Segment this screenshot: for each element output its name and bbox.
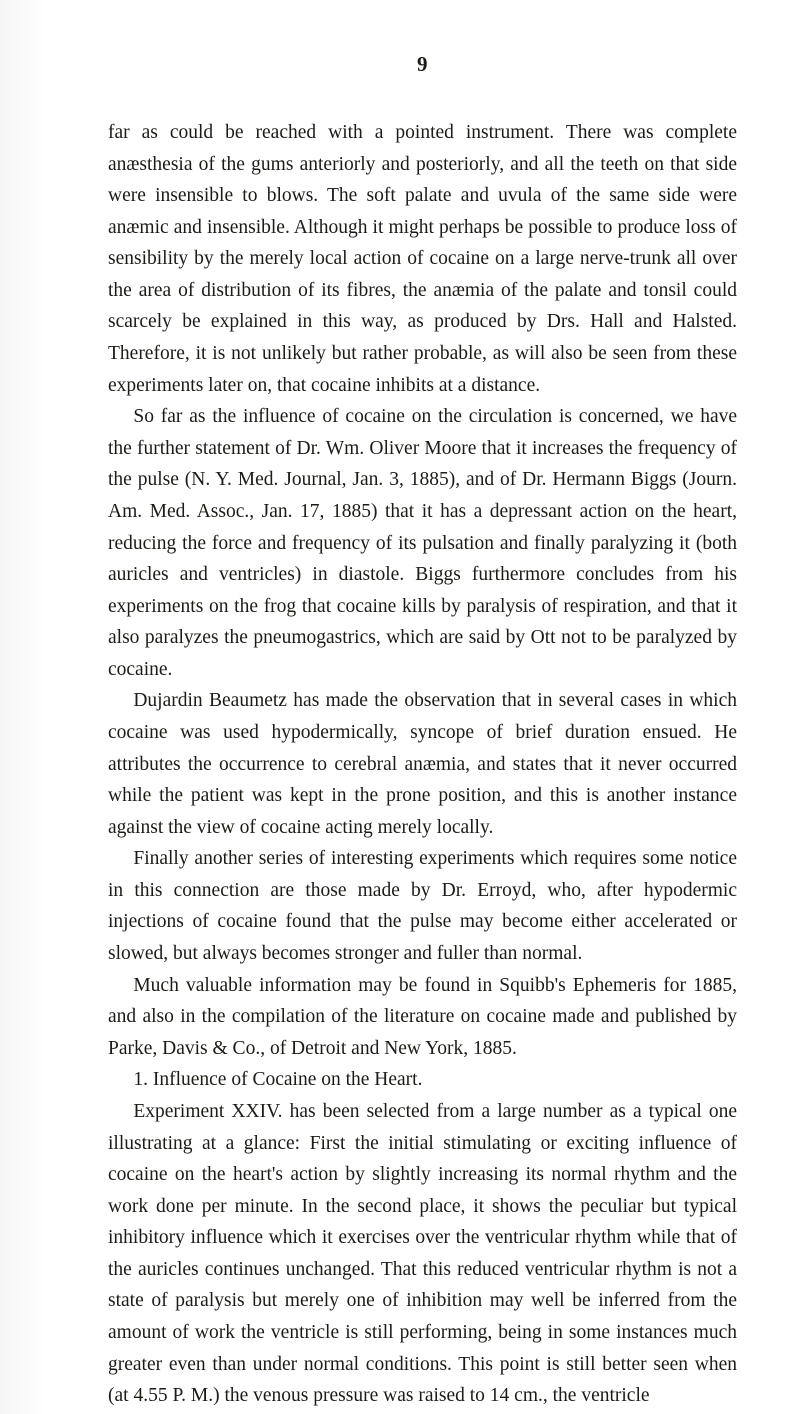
paragraph-3: Dujardin Beaumetz has made the observati…	[108, 685, 737, 843]
body-text: far as could be reached with a pointed i…	[108, 117, 737, 1412]
paragraph-7: Experiment XXIV. has been selected from …	[108, 1096, 737, 1412]
page-number: 9	[108, 52, 737, 77]
section-heading: 1. Influence of Cocaine on the Heart.	[108, 1064, 737, 1096]
document-page: 9 far as could be reached with a pointed…	[0, 0, 801, 1414]
paragraph-5: Much valuable information may be found i…	[108, 970, 737, 1065]
paragraph-4: Finally another series of interesting ex…	[108, 843, 737, 969]
paragraph-2: So far as the influence of cocaine on th…	[108, 401, 737, 685]
paragraph-1: far as could be reached with a pointed i…	[108, 117, 737, 401]
scan-edge-shadow	[0, 0, 46, 1414]
